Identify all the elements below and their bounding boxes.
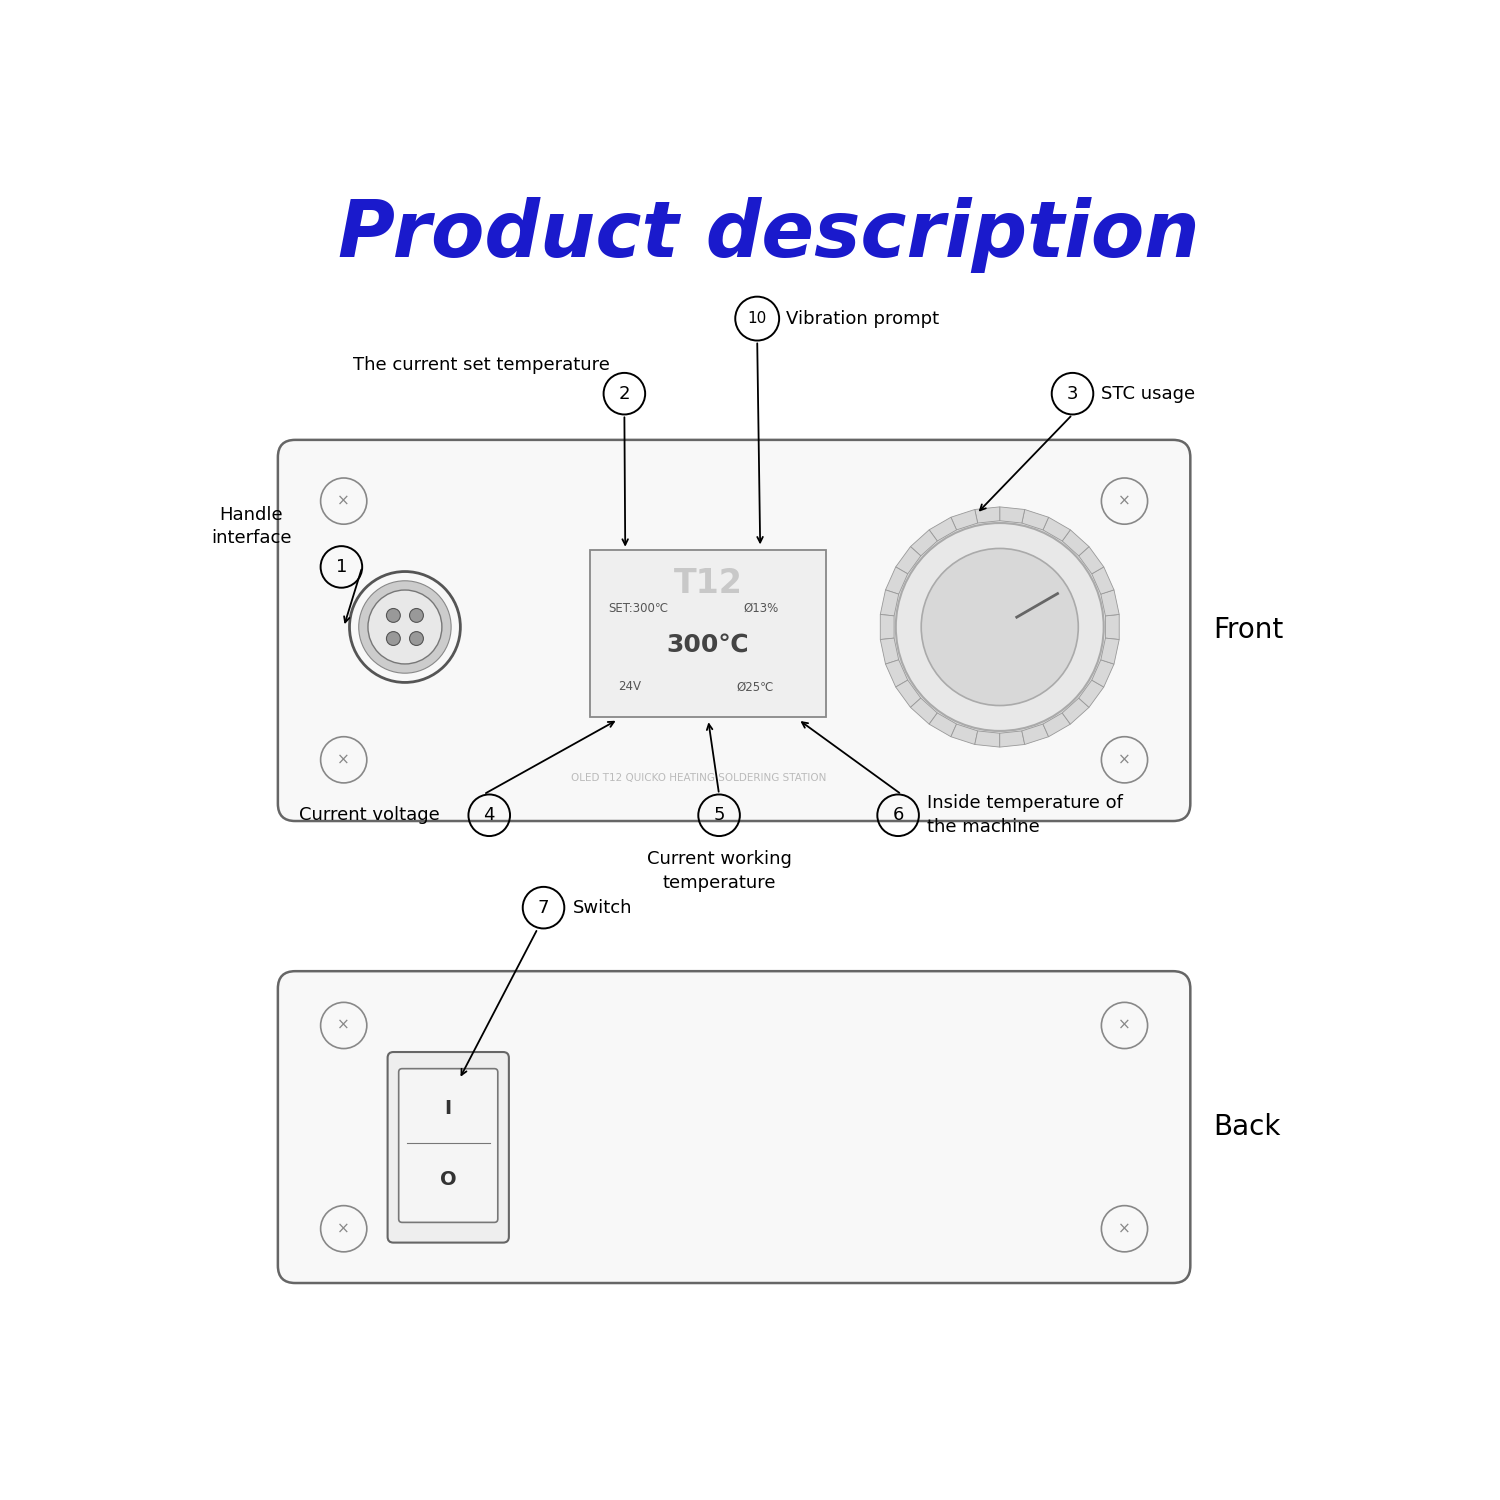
Text: ×: × (338, 1019, 350, 1034)
Polygon shape (975, 730, 999, 747)
Text: The current set temperature: The current set temperature (352, 356, 610, 374)
Polygon shape (999, 507, 1024, 524)
Text: OLED T12 QUICKO HEATING SOLDERING STATION: OLED T12 QUICKO HEATING SOLDERING STATIO… (572, 774, 826, 783)
Text: 300℃: 300℃ (668, 633, 750, 657)
Text: Handle
interface: Handle interface (211, 506, 291, 548)
FancyBboxPatch shape (278, 440, 1191, 821)
FancyBboxPatch shape (590, 549, 826, 717)
Circle shape (387, 609, 400, 622)
Polygon shape (896, 546, 921, 574)
Text: 7: 7 (538, 898, 549, 916)
Polygon shape (1062, 530, 1089, 556)
Polygon shape (1101, 638, 1119, 664)
Polygon shape (910, 698, 938, 724)
Polygon shape (928, 712, 957, 736)
Polygon shape (1078, 546, 1104, 574)
Polygon shape (1106, 615, 1119, 639)
Text: STC usage: STC usage (1101, 384, 1196, 402)
Polygon shape (910, 530, 938, 556)
Text: T12: T12 (674, 567, 742, 600)
Circle shape (885, 512, 1114, 742)
Text: Product description: Product description (338, 198, 1200, 273)
Polygon shape (1042, 712, 1071, 736)
Polygon shape (896, 680, 921, 708)
Polygon shape (999, 730, 1024, 747)
Polygon shape (885, 567, 908, 594)
Polygon shape (1022, 724, 1048, 744)
Polygon shape (885, 660, 908, 687)
Text: I: I (444, 1100, 452, 1119)
Polygon shape (975, 507, 999, 524)
FancyBboxPatch shape (387, 1052, 508, 1242)
Text: ×: × (338, 753, 350, 768)
Circle shape (358, 580, 452, 674)
Text: Ø13%: Ø13% (744, 602, 778, 615)
Polygon shape (1101, 590, 1119, 616)
Polygon shape (951, 510, 978, 530)
Text: 4: 4 (483, 807, 495, 825)
Text: ×: × (338, 1221, 350, 1236)
Polygon shape (1078, 680, 1104, 708)
Text: ×: × (1118, 1019, 1131, 1034)
Text: ×: × (1118, 1221, 1131, 1236)
Circle shape (410, 632, 423, 645)
Text: Switch: Switch (573, 898, 632, 916)
Circle shape (896, 524, 1104, 730)
Text: Inside temperature of
the machine: Inside temperature of the machine (927, 795, 1124, 836)
Text: 5: 5 (714, 807, 724, 825)
Text: O: O (440, 1170, 456, 1190)
Text: ×: × (338, 494, 350, 508)
Text: 6: 6 (892, 807, 904, 825)
Circle shape (387, 632, 400, 645)
Text: 10: 10 (747, 310, 766, 326)
Text: ×: × (1118, 494, 1131, 508)
Text: Front: Front (1214, 616, 1284, 645)
Text: 1: 1 (336, 558, 346, 576)
Polygon shape (951, 724, 978, 744)
Text: SET:300℃: SET:300℃ (609, 602, 669, 615)
Text: Current working
temperature: Current working temperature (646, 850, 792, 891)
Polygon shape (1042, 518, 1071, 542)
Polygon shape (1022, 510, 1048, 530)
Text: 3: 3 (1066, 384, 1078, 402)
Text: Current voltage: Current voltage (298, 807, 440, 825)
Text: ×: × (1118, 753, 1131, 768)
Polygon shape (1092, 567, 1114, 594)
Text: 2: 2 (618, 384, 630, 402)
Circle shape (921, 549, 1078, 705)
Polygon shape (928, 518, 957, 542)
Polygon shape (880, 590, 898, 616)
FancyBboxPatch shape (399, 1068, 498, 1222)
Circle shape (410, 609, 423, 622)
Text: 24V: 24V (618, 681, 640, 693)
Text: Vibration prompt: Vibration prompt (786, 309, 939, 327)
Polygon shape (1092, 660, 1114, 687)
FancyBboxPatch shape (278, 970, 1191, 1282)
Polygon shape (880, 615, 894, 639)
Text: Back: Back (1214, 1113, 1281, 1142)
Polygon shape (1062, 698, 1089, 724)
Polygon shape (880, 638, 898, 664)
Circle shape (368, 590, 442, 664)
Text: Ø25℃: Ø25℃ (736, 681, 774, 693)
